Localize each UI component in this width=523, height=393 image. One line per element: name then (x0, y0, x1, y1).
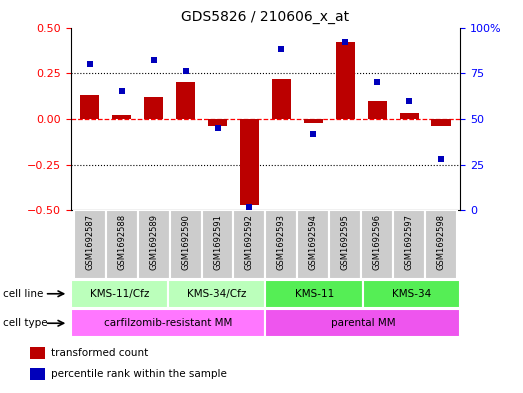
Point (181, 68, 190, 75)
Bar (74, 210, 106, 279)
Bar (30, 368, 45, 380)
Point (118, 88, 126, 95)
Bar (393, 210, 425, 279)
Bar (336, 42, 355, 119)
Text: GSM1692588: GSM1692588 (117, 214, 126, 270)
Point (277, 46, 286, 53)
Bar (112, 115, 131, 119)
Point (341, 39, 349, 45)
Point (373, 79, 381, 86)
Text: GSM1692590: GSM1692590 (181, 214, 190, 270)
Bar (71, 309, 266, 337)
Bar (266, 280, 363, 308)
Text: GSM1692593: GSM1692593 (277, 214, 286, 270)
Bar (169, 210, 201, 279)
Bar (361, 210, 393, 279)
Point (437, 156, 445, 162)
Point (405, 97, 413, 104)
Bar (266, 309, 460, 337)
Text: GSM1692589: GSM1692589 (149, 214, 158, 270)
Text: GSM1692597: GSM1692597 (405, 214, 414, 270)
Bar (138, 210, 169, 279)
Bar (329, 210, 361, 279)
Text: percentile rank within the sample: percentile rank within the sample (51, 369, 227, 379)
Text: cell type: cell type (3, 318, 47, 328)
Point (150, 57, 158, 64)
Text: GSM1692596: GSM1692596 (373, 214, 382, 270)
Text: GSM1692587: GSM1692587 (85, 214, 94, 270)
Bar (176, 83, 195, 119)
Bar (272, 79, 291, 119)
Text: carfilzomib-resistant MM: carfilzomib-resistant MM (104, 318, 232, 328)
Text: GSM1692591: GSM1692591 (213, 214, 222, 270)
Point (245, 204, 254, 210)
Bar (106, 210, 138, 279)
Bar (304, 119, 323, 123)
Bar (80, 95, 99, 119)
Bar (431, 119, 451, 126)
Bar (30, 347, 45, 359)
Text: KMS-11/Cfz: KMS-11/Cfz (89, 289, 149, 299)
Bar (201, 210, 233, 279)
Text: GSM1692592: GSM1692592 (245, 214, 254, 270)
Text: GSM1692594: GSM1692594 (309, 214, 318, 270)
Text: GSM1692595: GSM1692595 (341, 214, 350, 270)
Bar (233, 210, 266, 279)
Text: transformed count: transformed count (51, 348, 149, 358)
Bar (400, 114, 419, 119)
Bar (71, 280, 168, 308)
Point (309, 130, 317, 137)
Bar (240, 119, 259, 205)
Bar (298, 210, 329, 279)
Bar (266, 210, 298, 279)
Bar (363, 280, 460, 308)
Point (86, 61, 94, 67)
Bar (208, 119, 227, 126)
Title: GDS5826 / 210606_x_at: GDS5826 / 210606_x_at (181, 10, 349, 24)
Bar (168, 280, 266, 308)
Text: parental MM: parental MM (331, 318, 395, 328)
Bar (144, 97, 163, 119)
Point (213, 125, 222, 131)
Bar (368, 101, 387, 119)
Text: KMS-34/Cfz: KMS-34/Cfz (187, 289, 246, 299)
Text: GSM1692598: GSM1692598 (437, 214, 446, 270)
Bar (425, 210, 457, 279)
Text: KMS-34: KMS-34 (392, 289, 431, 299)
Text: cell line: cell line (3, 289, 43, 299)
Text: KMS-11: KMS-11 (294, 289, 334, 299)
